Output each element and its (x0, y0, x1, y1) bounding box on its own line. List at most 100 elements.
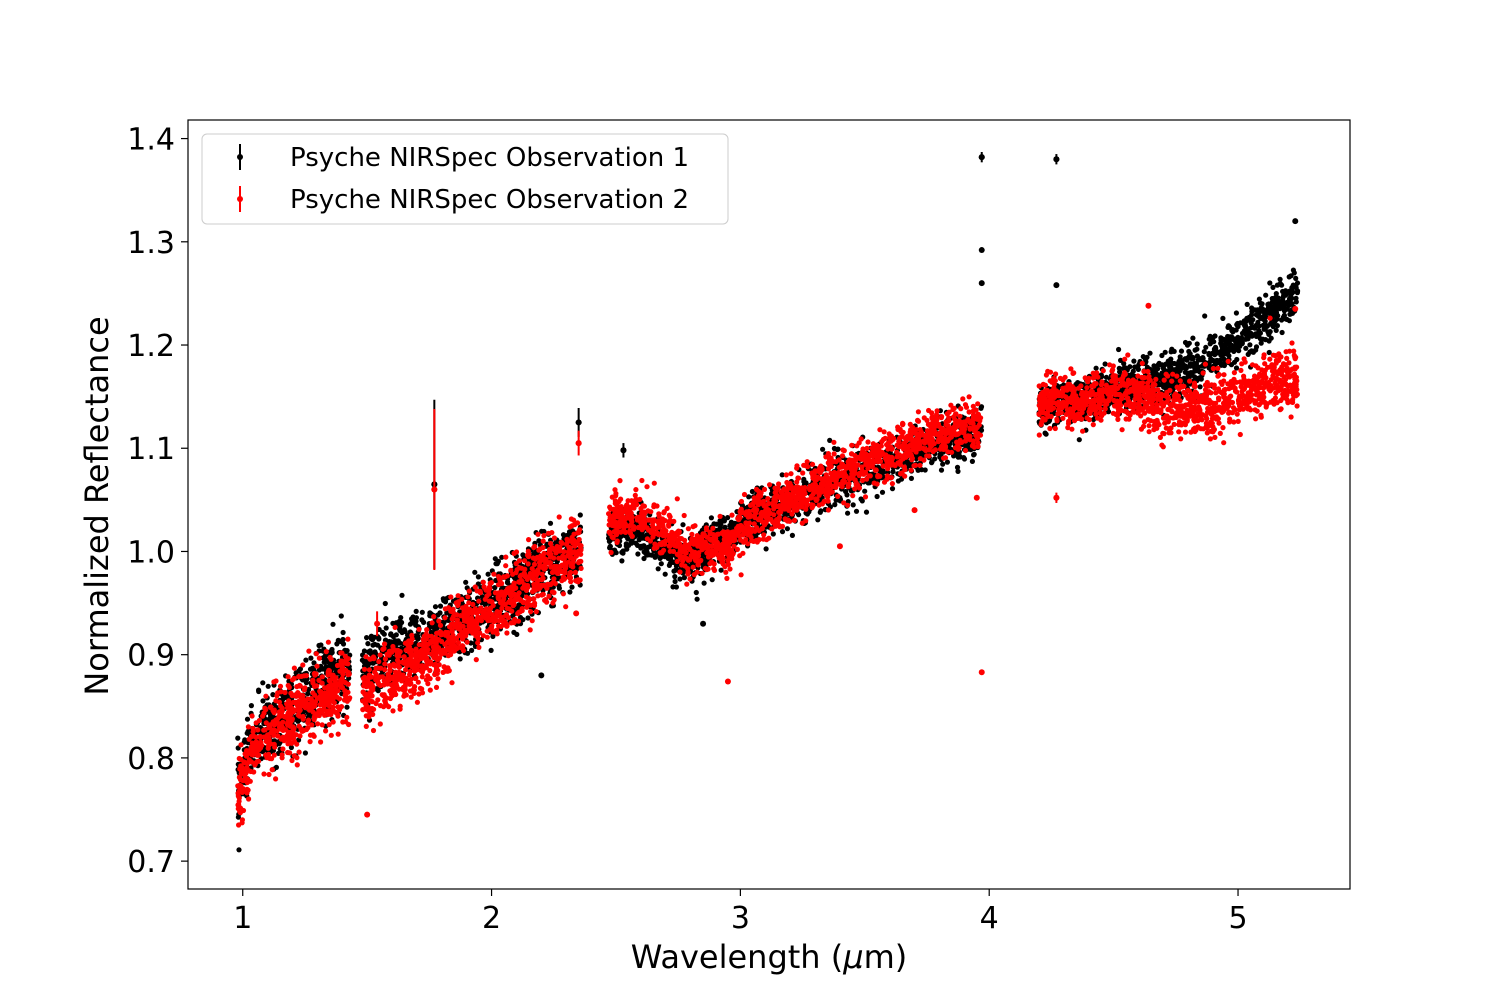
error-bar-point (620, 447, 627, 454)
data-point (236, 795, 242, 801)
data-point (1256, 296, 1262, 302)
data-point (279, 755, 285, 761)
data-point (1266, 349, 1272, 356)
outlier-point (978, 247, 985, 254)
data-point (658, 554, 664, 560)
data-point (323, 728, 329, 734)
data-point (1270, 324, 1276, 330)
data-point (314, 663, 320, 669)
data-point (905, 459, 911, 465)
data-point (326, 678, 332, 684)
data-point (971, 451, 977, 457)
data-point (1256, 328, 1262, 334)
data-point (1267, 280, 1273, 286)
data-point (1198, 356, 1204, 362)
data-point (978, 404, 985, 410)
data-point (238, 806, 244, 812)
data-point (265, 745, 271, 751)
data-point (1242, 322, 1248, 328)
data-point (332, 689, 338, 695)
data-point (365, 649, 372, 655)
data-point (280, 746, 286, 752)
data-point (335, 731, 341, 737)
data-point (294, 684, 300, 690)
data-point (646, 552, 652, 558)
data-point (361, 648, 367, 654)
data-point (300, 698, 306, 704)
data-point (1258, 340, 1264, 346)
data-point (1198, 376, 1204, 382)
data-point (525, 615, 531, 621)
data-point (961, 456, 968, 462)
data-point (289, 705, 295, 712)
data-point (248, 703, 254, 709)
data-point (261, 771, 267, 777)
data-point (1212, 333, 1218, 339)
data-point (1159, 352, 1165, 359)
data-point (310, 704, 316, 710)
data-point (666, 562, 673, 569)
data-point (1233, 310, 1239, 316)
data-point (256, 717, 262, 724)
data-point (1151, 363, 1157, 369)
data-point (276, 741, 282, 747)
data-point (862, 488, 868, 494)
data-point (313, 651, 319, 657)
data-point (296, 668, 302, 674)
data-point (419, 609, 425, 615)
data-point (271, 752, 277, 758)
data-point (495, 558, 501, 565)
data-point (368, 636, 374, 642)
data-point (859, 498, 865, 504)
data-point (576, 529, 582, 536)
data-point (318, 739, 324, 745)
data-point (328, 661, 334, 667)
data-point (287, 750, 293, 756)
data-point (254, 740, 260, 747)
data-point (325, 639, 331, 645)
data-point (1155, 366, 1161, 372)
data-point (1147, 350, 1153, 356)
data-point (488, 647, 494, 654)
data-point (236, 847, 242, 853)
data-point (325, 693, 331, 699)
data-point (1117, 369, 1123, 375)
data-point (444, 610, 450, 616)
data-point (326, 703, 332, 709)
data-point (1131, 358, 1137, 364)
data-point (1248, 320, 1254, 326)
data-point (1224, 351, 1230, 357)
data-point (475, 574, 481, 580)
data-point (295, 690, 301, 696)
data-point (1290, 289, 1296, 295)
outlier-point (538, 672, 545, 679)
data-point (274, 728, 280, 734)
data-point (666, 553, 672, 560)
data-point (1180, 362, 1186, 368)
data-point (255, 758, 262, 764)
error-bar-point (575, 419, 582, 426)
data-point (491, 571, 497, 577)
data-point (289, 677, 296, 683)
data-point (361, 666, 368, 672)
data-point (267, 755, 273, 762)
data-point (278, 736, 284, 742)
data-point (879, 489, 886, 495)
data-point (1156, 360, 1162, 366)
data-point (340, 629, 346, 636)
data-point (1255, 319, 1261, 325)
data-point (1280, 314, 1286, 320)
data-point (327, 654, 333, 661)
data-point (402, 628, 408, 635)
data-point (244, 751, 250, 757)
data-point (288, 690, 294, 696)
data-point (285, 674, 291, 680)
data-point (535, 531, 541, 537)
data-point (658, 561, 664, 567)
data-point (284, 733, 290, 739)
data-point (1245, 327, 1251, 333)
data-point (1290, 267, 1296, 273)
data-point (328, 732, 334, 738)
data-point (263, 693, 269, 699)
data-point (801, 476, 807, 482)
